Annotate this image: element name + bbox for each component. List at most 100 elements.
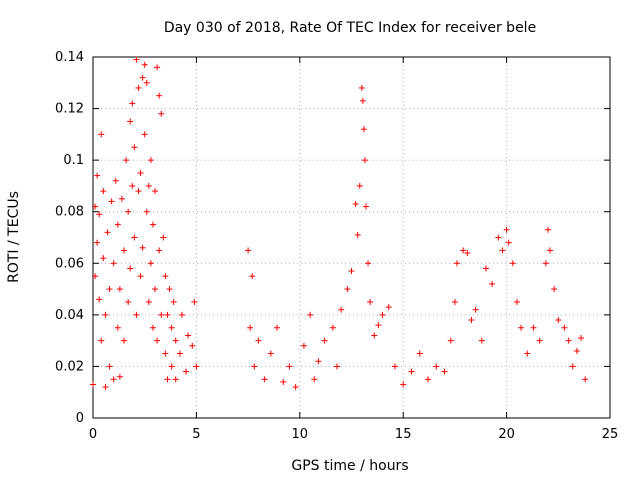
data-point: [425, 376, 432, 383]
data-point: [245, 247, 252, 254]
data-point: [127, 265, 134, 272]
y-tick-label: 0: [76, 411, 84, 426]
data-point: [149, 324, 156, 331]
data-point: [125, 208, 132, 215]
data-point: [168, 363, 175, 370]
data-point: [125, 298, 132, 305]
data-point: [104, 229, 111, 236]
y-axis-title: ROTI / TECUs: [6, 191, 22, 283]
data-point: [156, 92, 163, 99]
data-point: [90, 381, 96, 388]
grid: [93, 57, 610, 418]
plot-frame: [92, 56, 611, 419]
data-point: [280, 378, 287, 385]
data-point: [362, 203, 369, 210]
data-point: [164, 376, 171, 383]
data-point: [121, 247, 128, 254]
data-point: [118, 195, 125, 202]
data-point: [286, 363, 293, 370]
data-point: [102, 384, 109, 391]
data-point: [408, 368, 415, 375]
data-point: [385, 304, 392, 311]
data-point: [453, 260, 460, 267]
data-point: [139, 244, 146, 251]
data-point: [267, 350, 274, 357]
data-point: [145, 298, 152, 305]
data-point: [141, 131, 148, 138]
data-point: [168, 324, 175, 331]
data-point: [135, 84, 142, 91]
x-tick-label: 5: [192, 427, 200, 442]
data-point: [102, 311, 109, 318]
data-point: [555, 317, 562, 324]
data-point: [141, 61, 148, 68]
data-point: [131, 234, 138, 241]
data-point: [499, 247, 506, 254]
data-point: [361, 157, 368, 164]
data-point: [116, 286, 123, 293]
data-point: [505, 239, 512, 246]
data-point: [110, 260, 117, 267]
data-point: [482, 265, 489, 272]
data-point: [131, 144, 138, 151]
y-tick-label: 0.1: [63, 153, 84, 168]
data-point: [94, 239, 101, 246]
data-point: [145, 182, 152, 189]
data-point: [433, 363, 440, 370]
data-point: [96, 211, 103, 218]
data-point: [358, 84, 365, 91]
data-point: [129, 182, 136, 189]
data-point: [172, 376, 179, 383]
data-point: [191, 298, 198, 305]
data-point: [544, 226, 551, 233]
data-point: [152, 188, 159, 195]
data-point: [121, 337, 128, 344]
x-axis-title: GPS time / hours: [291, 458, 408, 474]
data-point: [247, 324, 254, 331]
data-point: [468, 317, 475, 324]
data-point: [524, 350, 531, 357]
data-point: [292, 384, 299, 391]
data-point: [176, 350, 183, 357]
data-point: [129, 100, 136, 107]
data-point: [542, 260, 549, 267]
data-point: [391, 363, 398, 370]
data-points: [90, 56, 589, 391]
data-point: [154, 337, 161, 344]
data-point: [551, 286, 558, 293]
data-point: [251, 363, 258, 370]
data-point: [106, 363, 113, 370]
data-point: [441, 368, 448, 375]
data-point: [149, 221, 156, 228]
data-point: [338, 306, 345, 313]
data-point: [147, 260, 154, 267]
data-point: [359, 97, 366, 104]
data-point: [137, 273, 144, 280]
data-point: [170, 298, 177, 305]
data-point: [478, 337, 485, 344]
data-point: [114, 221, 121, 228]
data-point: [183, 368, 190, 375]
x-tick-label: 10: [292, 427, 309, 442]
data-point: [261, 376, 268, 383]
y-tick-label: 0.06: [55, 256, 84, 271]
data-point: [100, 255, 107, 262]
data-point: [108, 198, 115, 205]
data-point: [106, 286, 113, 293]
data-point: [255, 337, 262, 344]
data-point: [371, 332, 378, 339]
data-point: [400, 381, 407, 388]
x-tick-label: 25: [602, 427, 619, 442]
data-point: [249, 273, 256, 280]
data-point: [139, 74, 146, 81]
data-point: [489, 280, 496, 287]
axis-ticks: 0 5 10 15 20 25 0 0.02 0.04 0.06 0.08 0.1 0.12 0.14: [55, 50, 618, 442]
data-point: [92, 203, 99, 210]
data-point: [300, 342, 307, 349]
data-point: [509, 260, 516, 267]
data-point: [503, 226, 510, 233]
data-point: [166, 286, 173, 293]
data-point: [354, 231, 361, 238]
data-point: [447, 337, 454, 344]
data-point: [98, 337, 105, 344]
